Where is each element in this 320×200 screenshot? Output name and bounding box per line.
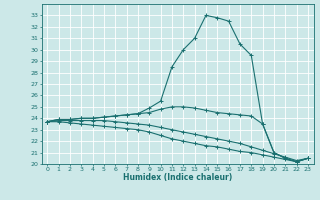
X-axis label: Humidex (Indice chaleur): Humidex (Indice chaleur) (123, 173, 232, 182)
